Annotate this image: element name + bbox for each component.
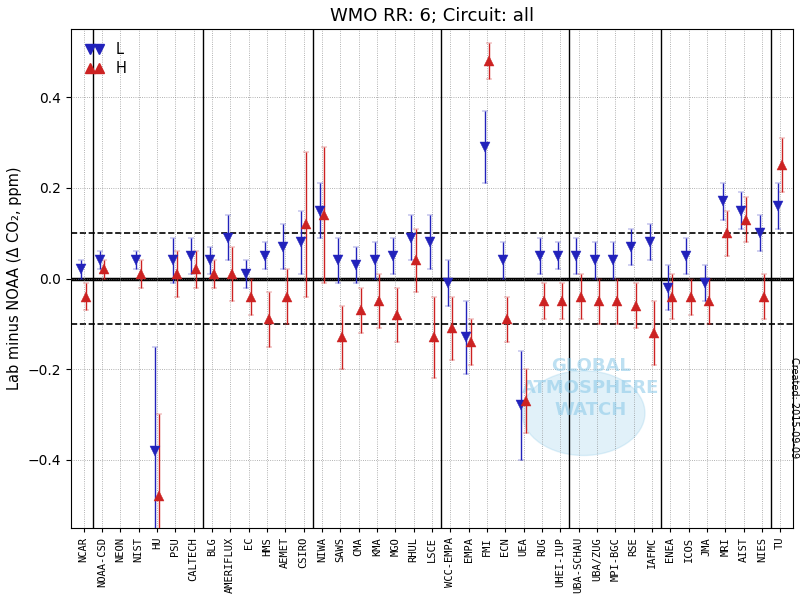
Title: WMO RR: 6; Circuit: all: WMO RR: 6; Circuit: all xyxy=(330,7,534,25)
Text: Created: 2015-09-09: Created: 2015-09-09 xyxy=(789,358,798,458)
Legend: L, H: L, H xyxy=(82,39,129,79)
Text: GLOBAL
ATMOSPHERE
WATCH: GLOBAL ATMOSPHERE WATCH xyxy=(522,357,659,419)
Y-axis label: Lab minus NOAA (Δ CO₂, ppm): Lab minus NOAA (Δ CO₂, ppm) xyxy=(7,167,22,390)
Circle shape xyxy=(522,371,645,455)
